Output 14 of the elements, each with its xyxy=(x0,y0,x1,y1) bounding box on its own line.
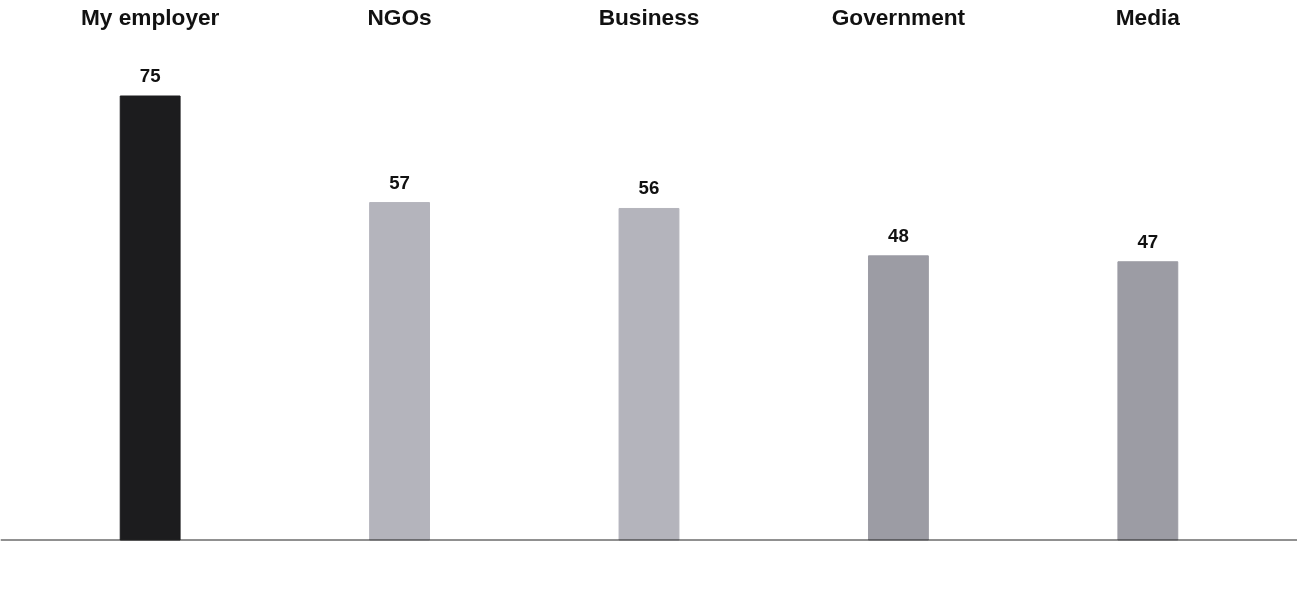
data-label: 56 xyxy=(638,177,660,199)
x-tick-label: My employer xyxy=(80,3,220,30)
bar xyxy=(618,207,680,541)
data-label: 48 xyxy=(888,224,909,246)
x-tick-label: Media xyxy=(1115,3,1181,30)
x-tick-label: Government xyxy=(831,3,966,30)
x-tick-label: Business xyxy=(598,3,700,30)
bar xyxy=(369,202,431,541)
bar xyxy=(1117,261,1179,541)
x-tick-label: NGOs xyxy=(367,3,432,30)
data-label: 47 xyxy=(1137,230,1159,252)
data-label: 75 xyxy=(139,65,161,86)
data-label: 57 xyxy=(389,171,410,193)
bar xyxy=(867,255,929,541)
